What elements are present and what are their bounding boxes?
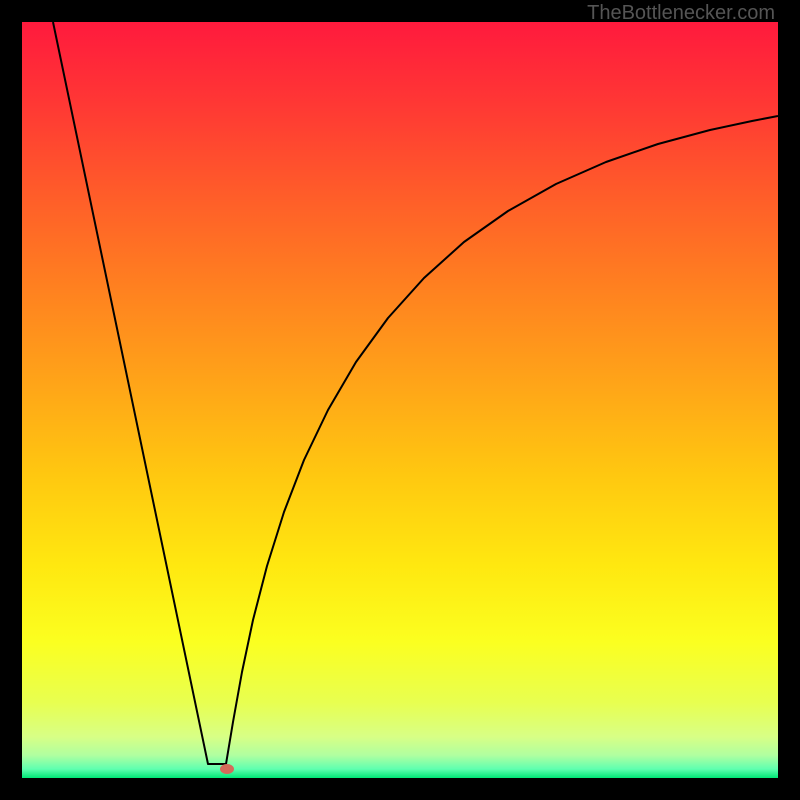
optimal-point-marker bbox=[220, 764, 234, 774]
curve-path bbox=[53, 22, 778, 764]
plot-area bbox=[22, 22, 778, 778]
bottleneck-curve bbox=[22, 22, 778, 778]
watermark-text: TheBottlenecker.com bbox=[587, 2, 775, 25]
